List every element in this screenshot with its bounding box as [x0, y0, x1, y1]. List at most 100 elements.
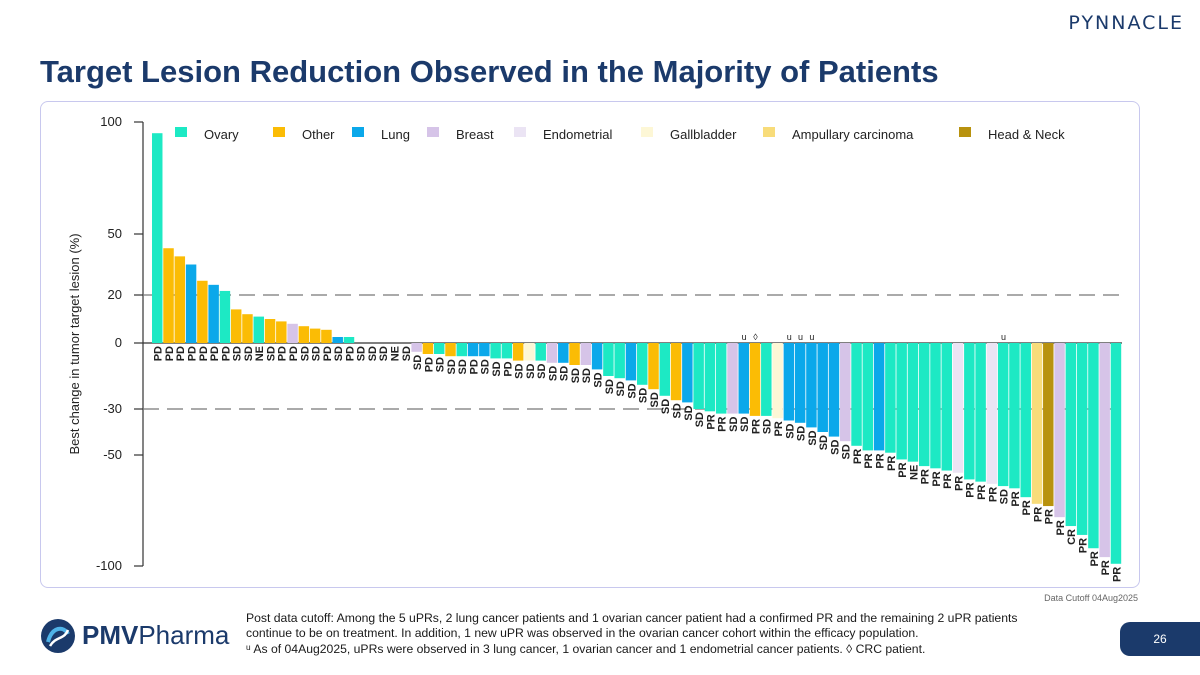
- response-label: PR: [920, 469, 932, 484]
- bar: [591, 343, 603, 370]
- bar: [230, 309, 242, 343]
- legend-label: Ampullary carcinoma: [792, 127, 914, 142]
- response-label: SD: [333, 346, 345, 361]
- legend-swatch: [514, 127, 526, 137]
- pynnacle-brand: PYNNACLE: [1068, 12, 1184, 34]
- response-label: PD: [175, 346, 187, 361]
- bar: [1054, 343, 1065, 518]
- bar: [637, 343, 648, 385]
- bar: [772, 343, 783, 419]
- bar: [298, 326, 310, 343]
- response-label: PR: [897, 462, 909, 477]
- bar: [794, 343, 806, 423]
- bar: [253, 316, 264, 343]
- logo-text-light: Pharma: [138, 620, 230, 650]
- bar: [873, 343, 885, 451]
- response-label: SD: [739, 417, 751, 432]
- response-label: SD: [999, 489, 1011, 504]
- response-label: SD: [638, 388, 650, 403]
- response-label: SD: [401, 346, 413, 361]
- upr-marker: ◊: [753, 332, 758, 342]
- response-label: PD: [220, 346, 232, 361]
- bar: [761, 343, 772, 416]
- legend-swatch: [641, 127, 653, 137]
- response-label: NE: [254, 346, 266, 361]
- response-label: PR: [965, 482, 977, 497]
- response-label: SD: [299, 346, 311, 361]
- response-label: SD: [547, 366, 559, 381]
- bar: [659, 343, 671, 396]
- bar: [174, 256, 186, 343]
- response-label: SD: [536, 364, 548, 379]
- y-tick-label: 20: [108, 287, 122, 302]
- legend-label: Other: [302, 127, 335, 142]
- bar: [276, 321, 287, 343]
- bar: [456, 343, 468, 357]
- response-label: SD: [671, 403, 683, 418]
- bar: [1020, 343, 1031, 498]
- response-label: PD: [198, 346, 210, 361]
- response-label: PR: [1089, 551, 1101, 566]
- bar: [219, 290, 231, 343]
- response-label: PR: [1044, 509, 1056, 524]
- response-label: SD: [649, 392, 661, 407]
- bar: [851, 343, 862, 446]
- bar: [749, 343, 761, 416]
- bar: [569, 343, 580, 365]
- pmv-logo-icon: [41, 619, 75, 653]
- legend-swatch: [175, 127, 187, 137]
- response-label: SD: [784, 423, 796, 438]
- bar: [343, 337, 355, 343]
- bar: [738, 343, 749, 414]
- legend-swatch: [352, 127, 364, 137]
- bar: [1110, 343, 1122, 564]
- legend-label: Breast: [456, 127, 494, 142]
- response-label: SD: [818, 435, 830, 450]
- response-label: PR: [852, 449, 864, 464]
- logo-text-bold: PMV: [82, 620, 139, 650]
- bar: [524, 343, 535, 361]
- bar: [704, 343, 716, 412]
- response-label: SD: [626, 383, 638, 398]
- bar: [603, 343, 614, 376]
- legend-label: Ovary: [204, 127, 239, 142]
- response-label: SD: [412, 355, 424, 370]
- bar: [433, 343, 445, 354]
- upr-marker: u: [809, 332, 814, 342]
- y-tick-label: -100: [96, 558, 122, 573]
- response-label: SD: [762, 419, 774, 434]
- bar: [670, 343, 682, 401]
- bar: [918, 343, 930, 467]
- bar: [264, 319, 276, 343]
- bar: [445, 343, 456, 357]
- response-label: SD: [604, 379, 616, 394]
- response-label: PR: [705, 414, 717, 429]
- response-label: NE: [390, 346, 402, 361]
- bar: [467, 343, 479, 357]
- response-label: PD: [322, 346, 334, 361]
- response-label: SD: [514, 364, 526, 379]
- bar: [479, 343, 490, 357]
- bar: [1009, 343, 1020, 489]
- legend-swatch: [959, 127, 971, 137]
- response-label: SD: [232, 346, 244, 361]
- bar: [208, 284, 219, 343]
- bar: [930, 343, 941, 469]
- response-label: SD: [356, 346, 368, 361]
- bar: [1099, 343, 1110, 558]
- bar: [163, 248, 174, 343]
- bar: [558, 343, 569, 363]
- response-label: PR: [750, 419, 762, 434]
- response-label: PR: [863, 453, 875, 468]
- response-label: PR: [976, 485, 988, 500]
- response-label: SD: [796, 426, 808, 441]
- bar: [806, 343, 817, 428]
- response-label: PR: [886, 456, 898, 471]
- response-label: SD: [841, 444, 853, 459]
- bar: [862, 343, 874, 451]
- bar: [535, 343, 546, 361]
- response-label: SD: [243, 346, 255, 361]
- bar: [986, 343, 998, 484]
- bar: [896, 343, 907, 460]
- bar: [1043, 343, 1054, 507]
